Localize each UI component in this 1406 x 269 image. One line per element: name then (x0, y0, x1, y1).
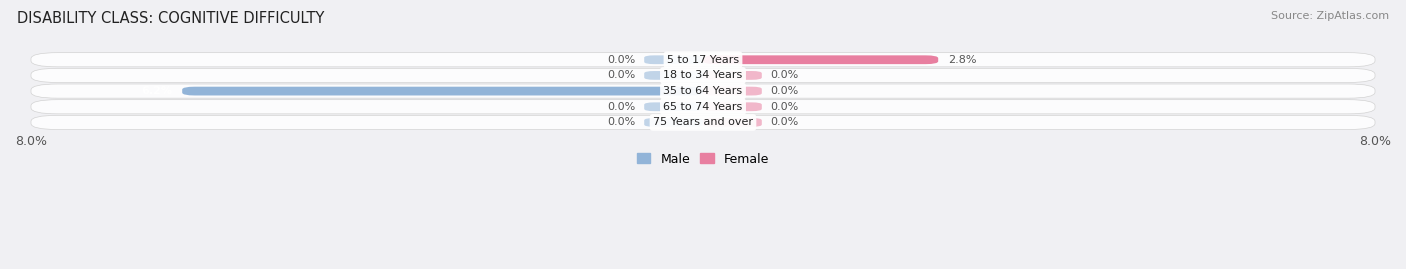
FancyBboxPatch shape (644, 102, 703, 111)
Text: 5 to 17 Years: 5 to 17 Years (666, 55, 740, 65)
FancyBboxPatch shape (31, 53, 1375, 67)
Text: 65 to 74 Years: 65 to 74 Years (664, 102, 742, 112)
FancyBboxPatch shape (31, 68, 1375, 83)
Text: 0.0%: 0.0% (770, 70, 799, 80)
Text: 6.2%: 6.2% (141, 86, 172, 96)
Text: 35 to 64 Years: 35 to 64 Years (664, 86, 742, 96)
FancyBboxPatch shape (31, 100, 1375, 114)
FancyBboxPatch shape (183, 87, 703, 95)
Text: 0.0%: 0.0% (607, 55, 636, 65)
Text: 75 Years and over: 75 Years and over (652, 118, 754, 128)
Text: 0.0%: 0.0% (770, 118, 799, 128)
Text: Source: ZipAtlas.com: Source: ZipAtlas.com (1271, 11, 1389, 21)
Legend: Male, Female: Male, Female (637, 153, 769, 165)
Text: 2.8%: 2.8% (948, 55, 977, 65)
FancyBboxPatch shape (31, 115, 1375, 129)
FancyBboxPatch shape (703, 87, 762, 95)
Text: DISABILITY CLASS: COGNITIVE DIFFICULTY: DISABILITY CLASS: COGNITIVE DIFFICULTY (17, 11, 325, 26)
Text: 0.0%: 0.0% (770, 86, 799, 96)
Text: 0.0%: 0.0% (770, 102, 799, 112)
FancyBboxPatch shape (31, 84, 1375, 98)
FancyBboxPatch shape (644, 55, 703, 64)
FancyBboxPatch shape (703, 118, 762, 127)
Text: 18 to 34 Years: 18 to 34 Years (664, 70, 742, 80)
FancyBboxPatch shape (644, 71, 703, 80)
FancyBboxPatch shape (703, 102, 762, 111)
FancyBboxPatch shape (703, 71, 762, 80)
Text: 0.0%: 0.0% (607, 102, 636, 112)
FancyBboxPatch shape (644, 118, 703, 127)
Text: 0.0%: 0.0% (607, 118, 636, 128)
FancyBboxPatch shape (703, 55, 938, 64)
Text: 0.0%: 0.0% (607, 70, 636, 80)
